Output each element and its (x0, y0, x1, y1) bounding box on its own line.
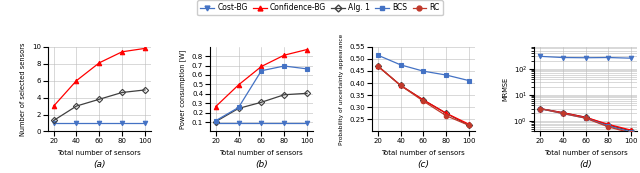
Title: (c): (c) (417, 160, 429, 169)
Y-axis label: Power consumption [W]: Power consumption [W] (180, 49, 186, 129)
Y-axis label: Probability of uncertainty appearance: Probability of uncertainty appearance (339, 33, 344, 145)
X-axis label: Total number of sensors: Total number of sensors (220, 150, 303, 156)
X-axis label: Total number of sensors: Total number of sensors (543, 150, 627, 156)
Legend: Cost-BG, Confidence-BG, Alg. 1, BCS, RC: Cost-BG, Confidence-BG, Alg. 1, BCS, RC (197, 0, 443, 15)
Y-axis label: MRMSE: MRMSE (502, 77, 508, 101)
Title: (b): (b) (255, 160, 268, 169)
Y-axis label: Number of selected sensors: Number of selected sensors (20, 42, 26, 136)
Title: (d): (d) (579, 160, 592, 169)
Title: (a): (a) (93, 160, 106, 169)
X-axis label: Total number of sensors: Total number of sensors (58, 150, 141, 156)
X-axis label: Total number of sensors: Total number of sensors (381, 150, 465, 156)
